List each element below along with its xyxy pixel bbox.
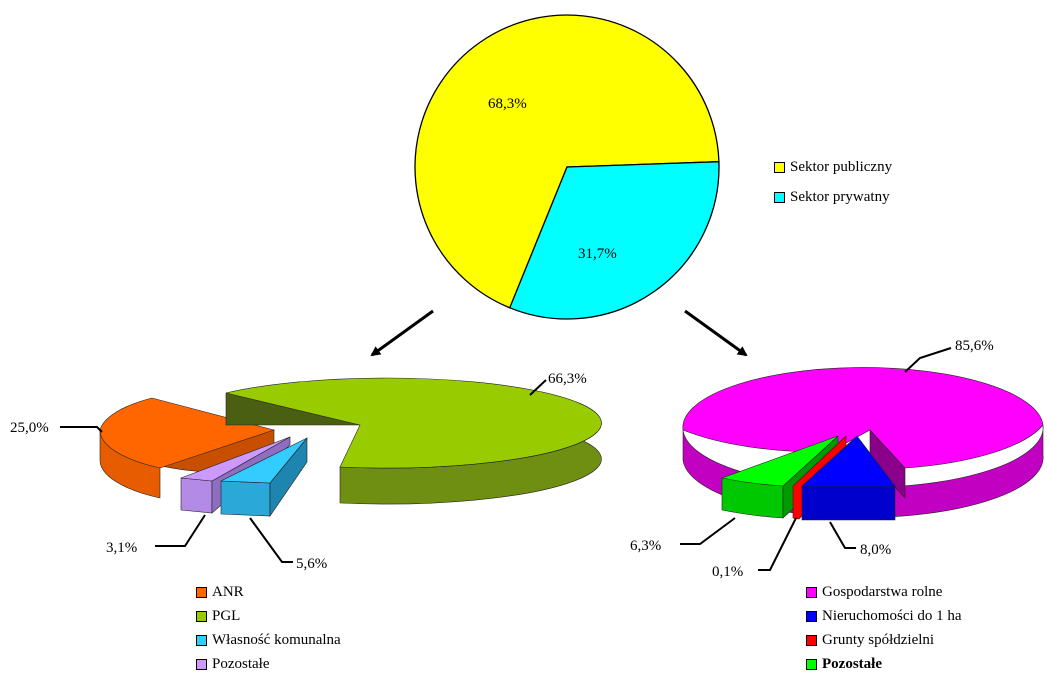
legend-label: Własność komunalna [212, 631, 341, 648]
legend-item-pgl: PGL [196, 604, 341, 628]
data-label-sektor-publiczny: 68,3% [488, 96, 527, 112]
legend-label: Pozostałe [822, 655, 882, 672]
legend-label: Sektor publiczny [790, 158, 893, 175]
pie-slice-pozostale-left [180, 436, 291, 482]
legend-item-anr: ANR [196, 580, 341, 604]
legend-swatch [196, 610, 207, 622]
legend-swatch [806, 610, 817, 622]
data-label-pgl: 66,3% [548, 371, 587, 387]
pie-slice-nieruchomosci [801, 435, 896, 487]
pie-slice-wlasnosc-komunalna [220, 437, 308, 484]
leader-line-grunty-spoldzielni [758, 517, 797, 571]
data-label-grunty-spoldzielni: 0,1% [712, 564, 743, 580]
top-pie: 68,3% 31,7% [414, 14, 720, 320]
legend-label: Gospodarstwa rolne [822, 583, 943, 600]
legend-item-pozostale-right: Pozostałe [806, 652, 962, 676]
legend-swatch [196, 658, 207, 670]
legend-item-wlasnosc-komunalna: Własność komunalna [196, 628, 341, 652]
data-label-sektor-prywatny: 31,7% [578, 246, 617, 262]
left-pie: 25,0% 66,3% 3,1% 5,6% [10, 371, 602, 572]
data-label-gospodarstwa-rolne: 85,6% [955, 338, 994, 354]
legend-label: Nieruchomości do 1 ha [822, 607, 962, 624]
leader-line-pozostale-right [680, 517, 736, 545]
legend-label: ANR [212, 583, 244, 600]
legend-swatch [806, 634, 817, 646]
pie-slice-sektor-prywatny [508, 161, 720, 320]
right-pie: 85,6% 6,3% 0,1% 8,0% [630, 338, 1044, 580]
legend-right: Gospodarstwa rolne Nieruchomości do 1 ha… [806, 580, 962, 676]
arrow-left [370, 309, 434, 357]
pie-slice-pgl [225, 377, 602, 469]
pie-slice-wlasnosc-komunalna-front [220, 480, 271, 517]
legend-item-sektor-publiczny: Sektor publiczny [774, 152, 892, 182]
pie-slice-pozostale-right [720, 435, 839, 487]
leader-line-anr [60, 426, 103, 433]
legend-top: Sektor publiczny Sektor prywatny [774, 152, 892, 212]
legend-item-sektor-prywatny: Sektor prywatny [774, 182, 892, 212]
leader-line-nieruchomosci [829, 521, 856, 549]
legend-left: ANR PGL Własność komunalna Pozostałe [196, 580, 341, 676]
leader-line-pozostale-left [155, 514, 206, 547]
legend-item-pozostale-left: Pozostałe [196, 652, 341, 676]
legend-label: PGL [212, 607, 241, 624]
pie-slice-nieruchomosci-front [801, 485, 896, 521]
legend-label: Sektor prywatny [790, 188, 890, 205]
legend-item-grunty-spoldzielni: Grunty spółdzielni [806, 628, 962, 652]
legend-label: Grunty spółdzielni [822, 631, 935, 648]
legend-item-gospodarstwa-rolne: Gospodarstwa rolne [806, 580, 962, 604]
leader-line-wlasnosc-komunalna [249, 517, 293, 563]
leader-line-pgl [529, 379, 547, 396]
legend-swatch [774, 191, 785, 203]
legend-swatch [196, 586, 207, 598]
legend-swatch [774, 161, 785, 173]
pie-slice-pozostale-left-front [180, 477, 213, 514]
legend-swatch [806, 658, 817, 670]
data-label-anr: 25,0% [10, 420, 49, 436]
arrow-right [684, 309, 748, 357]
leader-line-gospodarstwa-rolne [904, 347, 952, 373]
legend-swatch [806, 586, 817, 598]
pie-slice-sektor-publiczny [414, 14, 720, 309]
legend-label: Pozostałe [212, 655, 270, 672]
data-label-wlasnosc-komunalna: 5,6% [296, 556, 327, 572]
data-label-nieruchomosci: 8,0% [860, 542, 891, 558]
legend-item-nieruchomosci: Nieruchomości do 1 ha [806, 604, 962, 628]
data-label-pozostale-left: 3,1% [106, 540, 137, 556]
legend-swatch [196, 634, 207, 646]
data-label-pozostale-right: 6,3% [630, 538, 661, 554]
